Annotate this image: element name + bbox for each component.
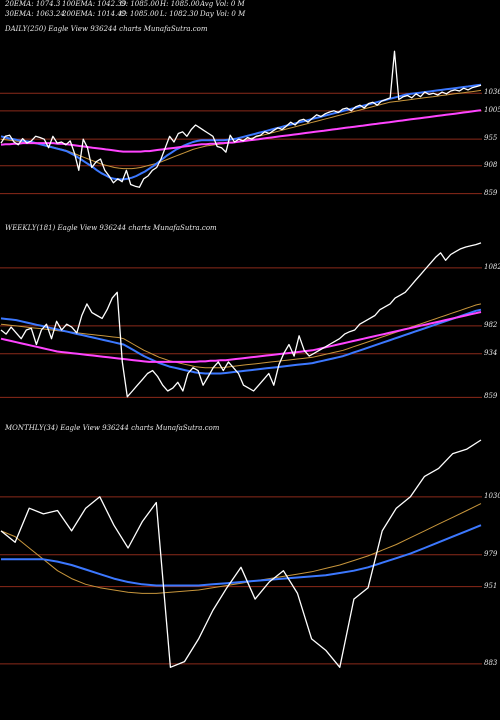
ema20-readout: 20EMA: 1074.3 [5,0,61,8]
series-ema-brown-2 [0,503,482,594]
ema100-readout: 100EMA: 1042.39 [62,0,127,8]
y-tick-label-1-1: 982 [484,320,498,329]
series-ema-fast-2 [1,524,482,587]
y-tick-label-1-0: 1082 [484,262,500,271]
low-readout: L: 1082.30 [160,10,199,18]
y-tick-label-1-2: 934 [484,348,498,357]
y-tick-label-0-4: 859 [484,188,498,197]
y-tick-label-2-3: 883 [484,658,498,667]
series-price-1 [0,242,482,398]
ema30-readout: 30EMA: 1063.24 [5,10,65,18]
series-ema-slow-1 [0,311,482,363]
y-tick-label-2-1: 979 [484,549,498,558]
avg-vol-readout: Avg Vol: 0 M [200,0,245,8]
close-readout: C: 1085.00 [120,10,159,18]
y-tick-label-0-0: 1036 [484,88,500,97]
series-price-0 [0,50,482,188]
daily-panel-label: DAILY(250) Eagle View 936244 charts Muna… [5,25,208,33]
y-tick-label-2-0: 1030 [484,491,500,500]
y-tick-label-0-3: 908 [484,160,498,169]
y-tick-label-1-3: 859 [484,392,498,401]
series-ema-brown-0 [0,89,482,170]
y-tick-label-2-2: 951 [484,581,498,590]
y-tick-label-0-1: 1005 [484,105,500,114]
high-readout: H: 1085.00 [160,0,200,8]
y-tick-label-0-2: 955 [484,134,498,143]
monthly-panel-label: MONTHLY(34) Eagle View 936244 charts Mun… [5,424,220,432]
series-ema-fast-1 [0,308,482,375]
day-vol-readout: Day Vol: 0 M [200,10,246,18]
weekly-panel-label: WEEKLY(181) Eagle View 936244 charts Mun… [5,224,217,232]
ema200-readout: 200EMA: 1014.49 [62,10,127,18]
open-readout: O: 1085.00 [120,0,160,8]
series-ema-slow-0 [0,109,482,153]
series-price-2 [0,439,482,668]
series-ema-fast-0 [0,83,482,181]
